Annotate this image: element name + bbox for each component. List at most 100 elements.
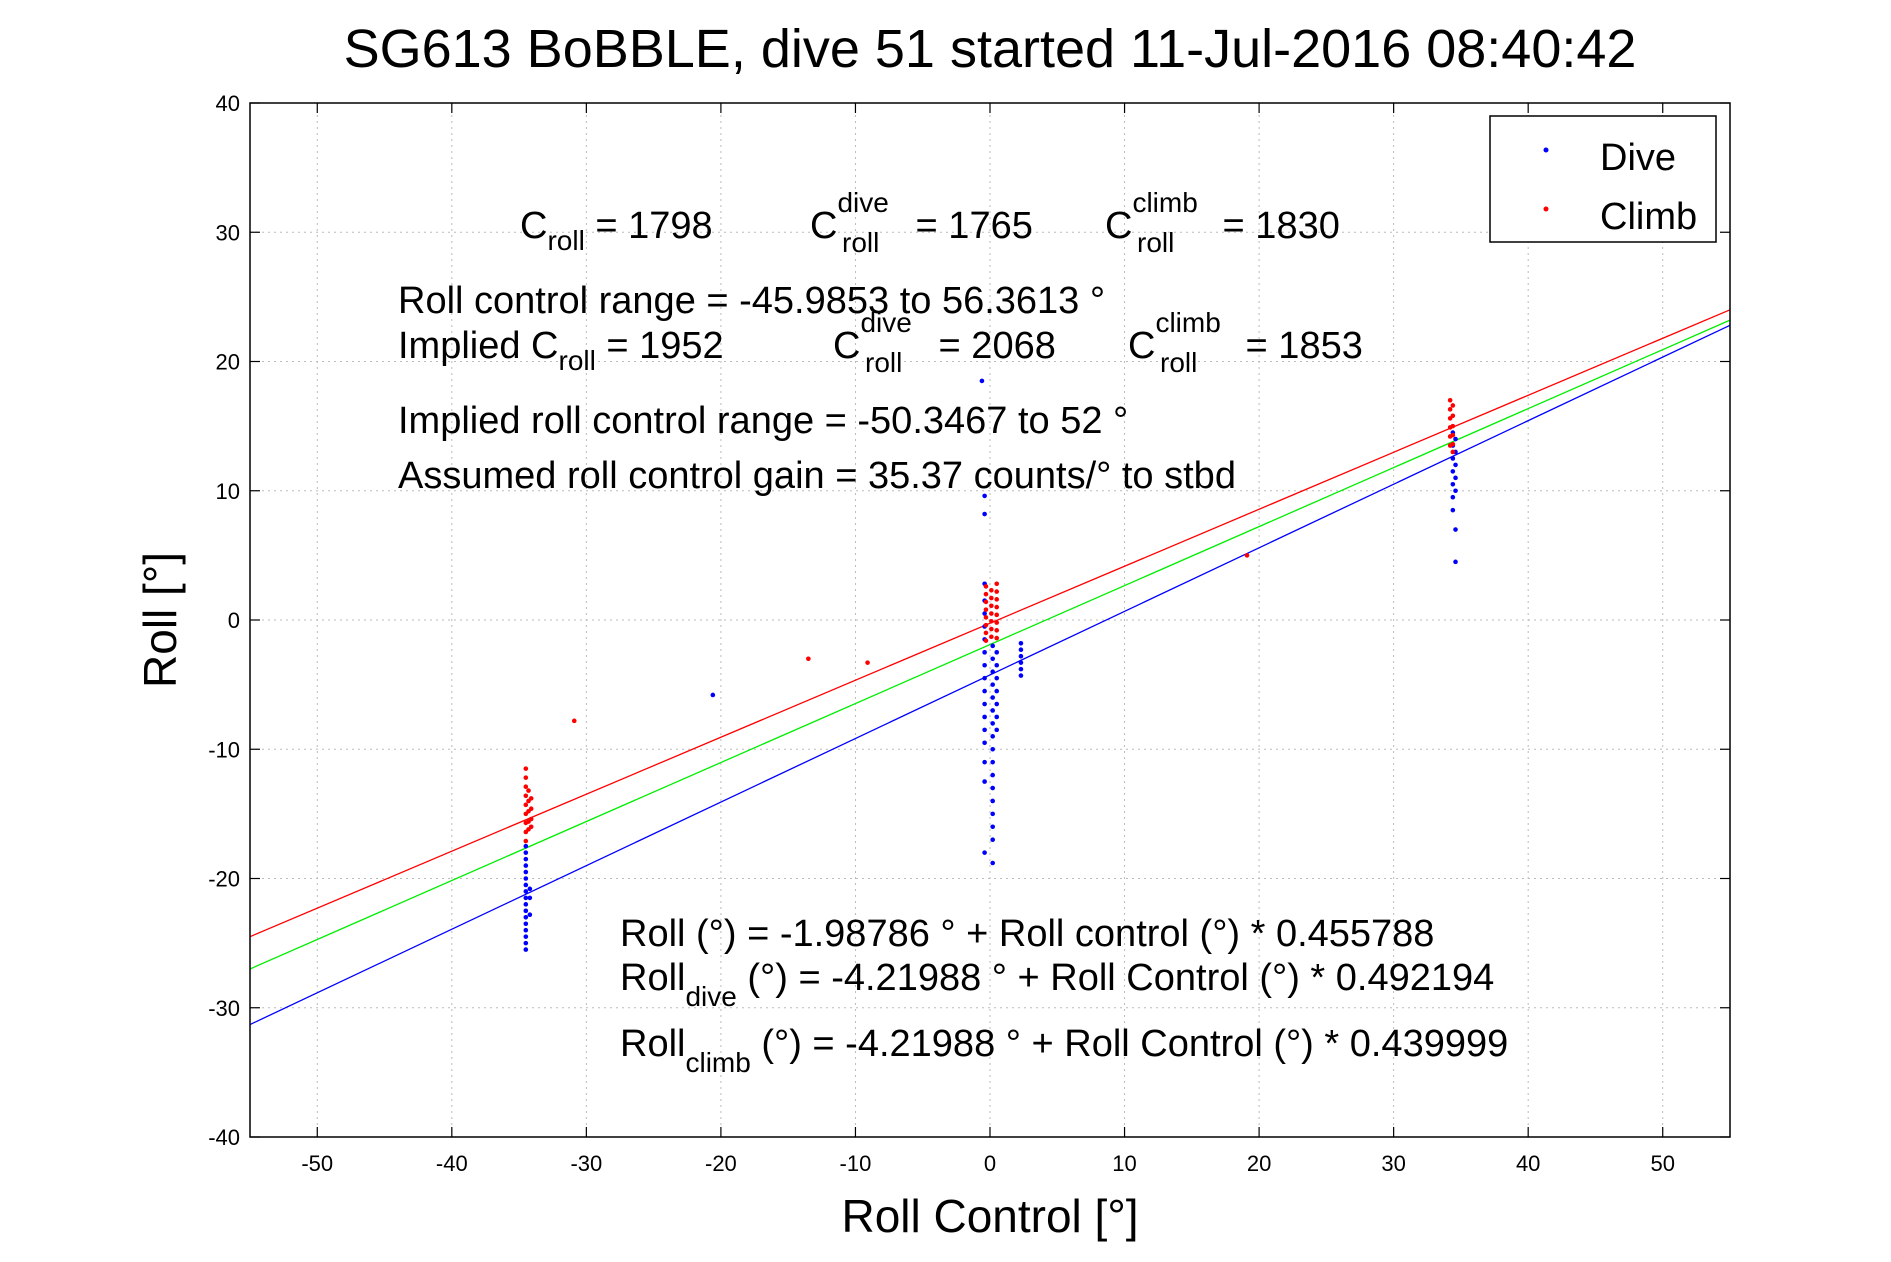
- y-tick-label: 10: [216, 479, 240, 504]
- data-point: [1018, 666, 1024, 672]
- y-axis-label: Roll [°]: [134, 552, 186, 688]
- data-point: [994, 635, 1000, 641]
- data-point: [994, 604, 1000, 610]
- data-point: [989, 603, 994, 609]
- data-point: [526, 788, 531, 793]
- data-point: [1453, 462, 1458, 468]
- x-tick-label: -10: [840, 1151, 872, 1176]
- data-point: [523, 921, 529, 927]
- data-point: [1453, 436, 1458, 442]
- annotation-c-roll-dive: Cdive roll = 1765: [810, 187, 1033, 258]
- data-point: [990, 785, 995, 791]
- data-point: [1018, 673, 1024, 678]
- data-point: [990, 860, 995, 866]
- y-tick-label: 0: [228, 608, 240, 633]
- data-point: [994, 662, 1000, 668]
- data-point: [523, 908, 529, 914]
- y-tick-label: -40: [208, 1125, 240, 1150]
- annotation-fit-overall: Roll (°) = -1.98786 ° + Roll control (°)…: [620, 913, 1434, 955]
- data-point: [523, 793, 529, 799]
- data-point: [523, 869, 529, 875]
- data-point: [994, 581, 1000, 587]
- data-point: [990, 824, 995, 830]
- data-point: [523, 940, 529, 946]
- data-point: [989, 634, 994, 640]
- annotation-gain: Assumed roll control gain = 35.37 counts…: [398, 455, 1236, 497]
- data-point: [1244, 553, 1250, 558]
- data-point: [527, 886, 533, 892]
- data-point: [994, 628, 1000, 633]
- data-point: [523, 802, 529, 808]
- data-point: [994, 597, 1000, 602]
- data-point: [982, 759, 987, 765]
- data-point: [527, 912, 533, 917]
- data-point: [1450, 507, 1456, 513]
- annotation-c-roll: Croll = 1798: [520, 205, 713, 256]
- annotation-implied-c-roll: Implied Croll = 1952: [398, 325, 724, 376]
- x-tick-label: -40: [436, 1151, 468, 1176]
- data-point: [990, 708, 995, 713]
- data-point: [979, 378, 985, 384]
- data-point: [994, 714, 1000, 720]
- data-point: [1453, 475, 1458, 481]
- data-point: [994, 688, 1000, 694]
- data-point: [528, 806, 534, 812]
- data-point: [982, 650, 987, 655]
- fit-lines: [249, 309, 1731, 1026]
- data-point: [806, 656, 811, 662]
- data-point: [990, 734, 995, 739]
- data-point: [983, 591, 989, 597]
- y-tick-label: -10: [208, 737, 240, 762]
- data-point: [523, 895, 529, 901]
- legend-label-climb: Climb: [1600, 196, 1697, 238]
- y-tick-label: 20: [216, 350, 240, 375]
- data-point: [1018, 647, 1024, 653]
- data-point: [1450, 456, 1456, 461]
- data-point: [1447, 397, 1453, 403]
- data-point: [1453, 527, 1458, 532]
- data-point: [982, 701, 987, 707]
- annotation-c-roll-climb: Cclimb roll = 1830: [1105, 187, 1340, 258]
- data-point: [523, 863, 529, 868]
- data-point: [983, 615, 989, 620]
- data-point: [990, 837, 995, 843]
- x-tick-label: 50: [1650, 1151, 1674, 1176]
- data-point: [982, 714, 987, 720]
- data-point: [989, 587, 994, 593]
- data-point: [990, 682, 995, 687]
- data-point: [983, 622, 989, 628]
- data-point: [523, 902, 529, 907]
- legend: Dive Climb: [1489, 115, 1717, 243]
- data-point: [990, 721, 995, 726]
- annotation-implied-c-roll-climb: Cclimb roll = 1853: [1128, 307, 1363, 378]
- x-tick-label: 40: [1516, 1151, 1540, 1176]
- data-point: [990, 772, 995, 778]
- annotations: Croll = 1798 Cdive roll = 1765 Cclimb roll…: [398, 187, 1508, 1078]
- data-point: [994, 675, 1000, 681]
- data-point: [983, 630, 989, 636]
- data-point: [523, 843, 529, 849]
- legend-marker-climb: [1543, 206, 1549, 212]
- data-point: [1450, 403, 1456, 408]
- data-point: [1453, 488, 1458, 494]
- data-point: [1450, 413, 1456, 419]
- data-point: [994, 701, 1000, 707]
- data-point: [527, 895, 533, 901]
- y-tick-label: -20: [208, 867, 240, 892]
- x-tick-label: 20: [1247, 1151, 1271, 1176]
- data-point: [571, 718, 577, 724]
- data-point: [1450, 494, 1456, 500]
- data-point: [1453, 559, 1458, 565]
- legend-marker-dive: [1543, 147, 1549, 153]
- data-point: [990, 669, 995, 674]
- annotation-implied-range: Implied roll control range = -50.3467 to…: [398, 400, 1128, 442]
- data-point: [523, 766, 529, 771]
- data-point: [523, 838, 529, 844]
- data-point: [990, 811, 995, 817]
- data-point: [1018, 660, 1024, 665]
- data-point: [982, 740, 987, 746]
- data-point: [982, 662, 987, 668]
- data-point: [989, 618, 994, 624]
- data-point: [982, 675, 987, 681]
- y-tick-label: -30: [208, 996, 240, 1021]
